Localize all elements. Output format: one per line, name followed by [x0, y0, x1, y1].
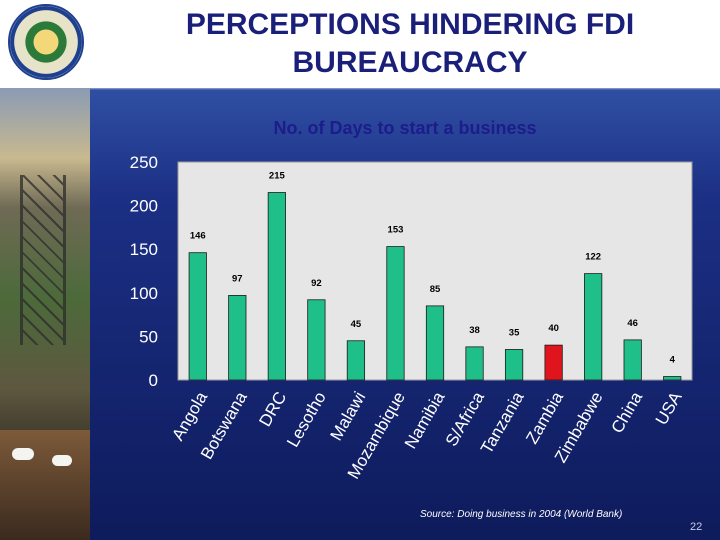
y-tick-label: 250	[130, 153, 158, 172]
bar-botswana	[228, 295, 247, 381]
page-title: PERCEPTIONS HINDERING FDI BUREAUCRACY	[110, 6, 710, 82]
bar-drc	[267, 192, 286, 381]
mine-headframe-image	[20, 175, 66, 345]
data-label: 97	[232, 273, 243, 284]
data-label: 122	[585, 252, 601, 263]
data-label: 215	[269, 171, 286, 182]
bar-tanzania	[504, 349, 524, 381]
data-label: 40	[548, 323, 559, 334]
data-label: 92	[311, 278, 322, 289]
bar-mozambique	[386, 246, 405, 381]
header-bar: PERCEPTIONS HINDERING FDI BUREAUCRACY	[0, 0, 720, 88]
bar-malawi	[346, 340, 366, 381]
title-line-1: PERCEPTIONS HINDERING FDI	[185, 8, 635, 41]
data-label: 4	[670, 355, 676, 366]
y-tick-label: 150	[130, 240, 158, 259]
chart-title: No. of Days to start a business	[273, 118, 537, 138]
bar-s-africa	[465, 346, 484, 381]
source-note: Source: Doing business in 2004 (World Ba…	[420, 509, 623, 520]
x-tick-label: China	[607, 388, 646, 436]
investment-centre-logo	[8, 4, 84, 80]
x-tick-label: Malawi	[326, 389, 369, 444]
data-label: 153	[388, 225, 404, 236]
x-tick-label: Angola	[168, 388, 211, 444]
x-tick-label: Lesotho	[283, 389, 330, 451]
y-tick-label: 0	[149, 371, 158, 390]
bar-angola	[188, 252, 207, 381]
y-tick-label: 200	[130, 197, 158, 216]
bar-namibia	[425, 305, 445, 381]
data-label: 35	[509, 327, 520, 338]
bar-zambia	[544, 344, 563, 381]
data-label: 38	[469, 325, 480, 336]
bar-usa	[663, 376, 682, 381]
data-label: 146	[190, 231, 206, 242]
page-number: 22	[690, 521, 703, 533]
bar-zimbabwe	[584, 273, 603, 381]
bar-lesotho	[307, 299, 326, 381]
bar-china	[623, 339, 642, 381]
hard-hat-icon	[12, 448, 34, 460]
y-tick-label: 100	[130, 284, 158, 303]
title-line-2: BUREAUCRACY	[292, 46, 528, 79]
data-label: 85	[430, 284, 441, 295]
data-label: 45	[351, 319, 362, 330]
data-label: 46	[627, 318, 638, 329]
x-tick-label: USA	[652, 388, 686, 428]
y-tick-label: 50	[139, 327, 158, 346]
x-tick-label: DRC	[255, 389, 290, 430]
hard-hat-icon	[52, 455, 72, 466]
